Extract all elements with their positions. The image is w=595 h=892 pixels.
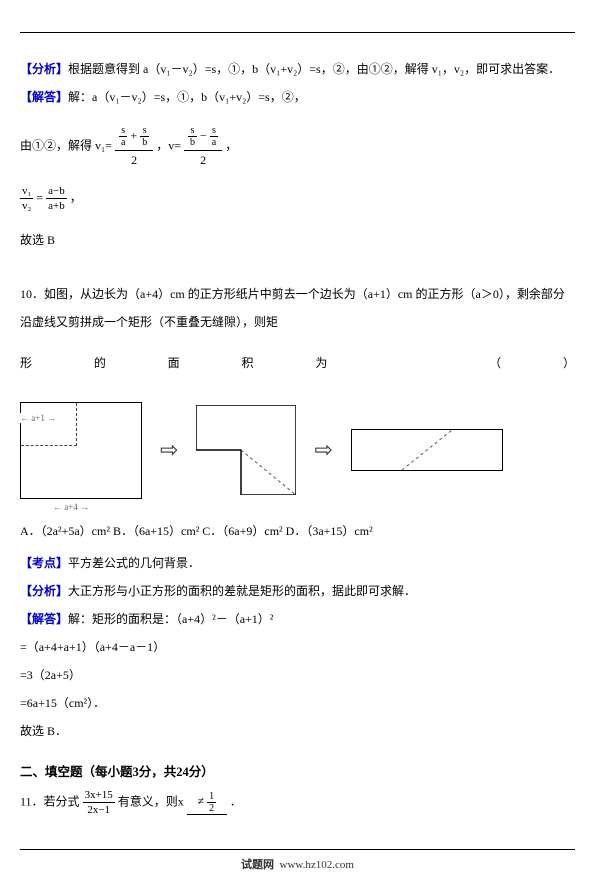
q10-step3: =3（2a+5） [20, 663, 575, 687]
square-small [21, 403, 77, 446]
jieda-text: 解：a（v₁－v₂）=s，①，b（v₁+v₂）=s，②， [68, 90, 306, 104]
footer-site: 试题网 [241, 859, 274, 871]
spacer [20, 256, 575, 268]
section2-title: 二、填空题（每小题3分，共24分） [20, 761, 575, 780]
q11: 11．若分式 3x+15 2x−1 有意义，则x ≠ 1 2 ． [20, 788, 575, 818]
top-rule [20, 32, 575, 33]
arrow-icon: ⇨ [314, 437, 332, 463]
q11-pre: 11．若分式 [20, 794, 80, 808]
jieda-label: 【解答】 [20, 90, 68, 104]
fenxi-text: 根据题意得到 a（v₁－v₂）=s，①，b（v₁+v₂）=s，②，由①②，解得 … [68, 62, 560, 76]
ratio-eq: = [36, 191, 43, 205]
solve-formula: 由①②，解得 v₁= sa + sb 2 ，v= sb − sa 2 ， [20, 123, 575, 170]
ratio-formula: v₁ v₂ = a−b a+b ， [20, 184, 575, 214]
footer: 试题网 www.hz102.com [20, 849, 575, 872]
answer-top: 故选 B [20, 228, 575, 252]
jieda-block: 【解答】解：a（v₁－v₂）=s，①，b（v₁+v₂）=s，②， [20, 85, 575, 109]
q10-options: A．（2a²+5a）cm² B．（6a+15）cm² C．（6a+9）cm² D… [20, 521, 575, 543]
yu-prefix: 由①②，解得 v₁= [20, 138, 112, 152]
q11-blank: ≠ 1 2 [187, 789, 227, 815]
sep-comma: ，v= [156, 138, 181, 152]
q10-answer: 故选 B． [20, 719, 575, 743]
footer-url: www.hz102.com [280, 859, 354, 871]
q10-diagram: ← a+1 → ← a+4 → ⇨ ⇨ [20, 402, 575, 499]
label-a4: ← a+4 → [53, 502, 89, 512]
frac-v2: sb − sa 2 [184, 123, 222, 170]
label-a1: ← a+1 → [18, 413, 58, 423]
fenxi-label: 【分析】 [20, 62, 68, 76]
page: 【分析】根据题意得到 a（v₁－v₂）=s，①，b（v₁+v₂）=s，②，由①②… [0, 0, 595, 892]
q11-end: ． [230, 794, 242, 808]
ratio-rhs: a−b a+b [46, 184, 67, 214]
q10-step2: =（a+4+a+1）（a+4－a－1） [20, 635, 575, 659]
q10-stem1: 10．如图，从边长为（a+4）cm 的正方形纸片中剪去一个边长为（a+1）cm … [20, 280, 575, 338]
q11-frac: 3x+15 2x−1 [83, 788, 115, 818]
analysis-block: 【分析】根据题意得到 a（v₁－v₂）=s，①，b（v₁+v₂）=s，②，由①②… [20, 57, 575, 81]
q10-jieda: 【解答】解：矩形的面积是：（a+4）²－（a+1）² [20, 607, 575, 631]
q10-stem-row: 形 的 面 积 为 （ ） [20, 349, 575, 378]
q10-step4: =6a+15（cm²）． [20, 691, 575, 715]
end-comma: ， [225, 138, 237, 152]
arrow-icon: ⇨ [160, 437, 178, 463]
ratio-end: ， [70, 191, 82, 205]
frac-v1: sa + sb 2 [115, 123, 153, 170]
q11-answer-frac: 1 2 [207, 791, 216, 814]
square-big: ← a+1 → ← a+4 → [20, 402, 142, 499]
q10-kaodian: 【考点】平方差公式的几何背景． [20, 551, 575, 575]
q10-fenxi: 【分析】大正方形与小正方形的面积的差就是矩形的面积，据此即可求解． [20, 579, 575, 603]
rectangle [351, 429, 503, 471]
q11-mid: 有意义，则x [118, 794, 184, 808]
l-shape [196, 405, 296, 495]
ratio-lhs: v₁ v₂ [20, 184, 33, 214]
